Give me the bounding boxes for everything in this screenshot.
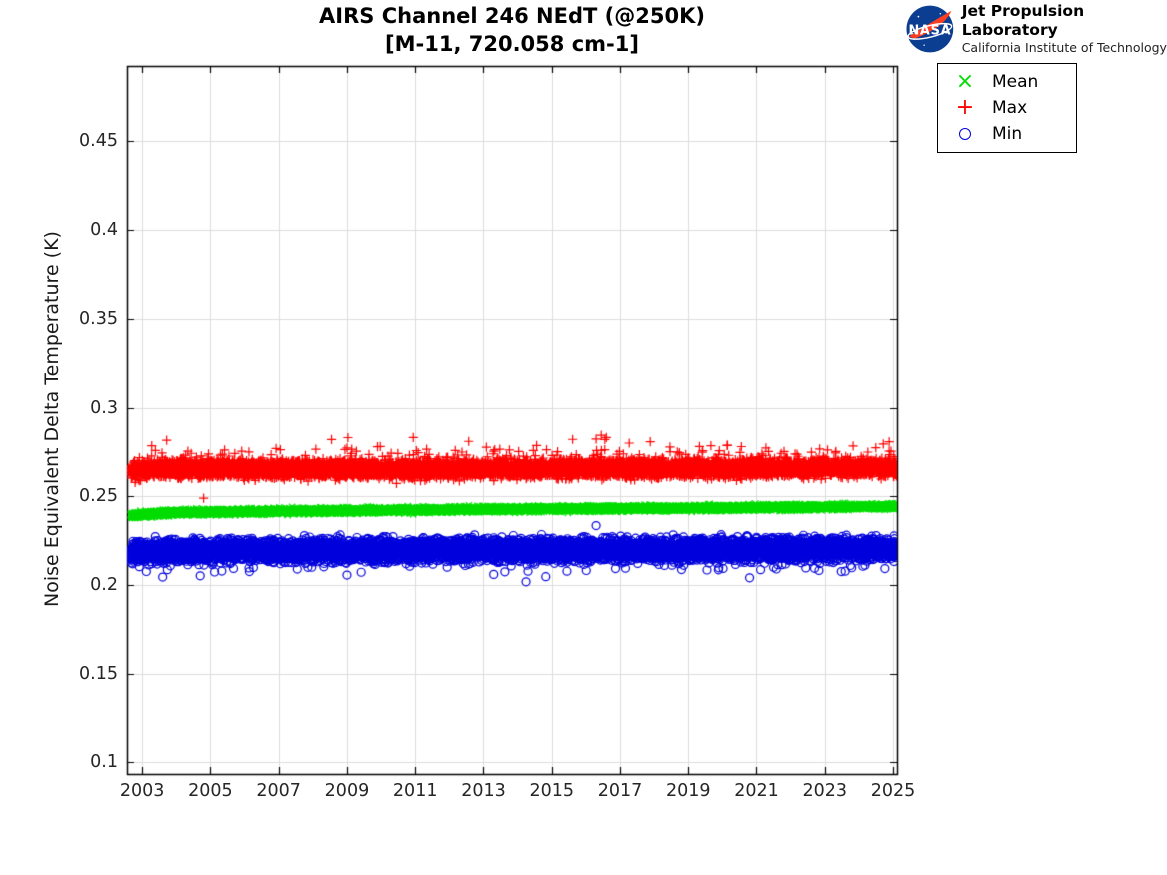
x-tick-label: 2019 xyxy=(665,781,711,801)
x-tick-label: 2021 xyxy=(734,781,779,801)
chart-subtitle: [M-11, 720.058 cm-1] xyxy=(385,32,639,56)
legend-label: Mean xyxy=(992,72,1039,92)
x-tick-label: 2013 xyxy=(461,781,506,801)
x-tick-label: 2007 xyxy=(256,781,301,801)
y-tick-label: 0.1 xyxy=(90,752,118,773)
jpl-branding: NASA Jet Propulsion Laboratory Californi… xyxy=(906,2,1167,56)
legend-marker-+-icon: + xyxy=(955,95,975,120)
jpl-text-block: Jet Propulsion Laboratory California Ins… xyxy=(962,2,1167,56)
legend-label: Min xyxy=(992,124,1023,144)
legend-marker-x-icon: × xyxy=(955,69,975,94)
x-tick-label: 2011 xyxy=(392,781,438,801)
y-tick-label: 0.25 xyxy=(79,486,118,507)
nasa-logo-icon: NASA xyxy=(906,5,954,53)
y-tick-label: 0.3 xyxy=(90,397,118,418)
legend: × Mean + Max Min xyxy=(937,63,1077,153)
jpl-name: Jet Propulsion Laboratory xyxy=(961,2,1085,39)
x-tick-label: 2005 xyxy=(188,781,233,801)
y-tick-label: 0.45 xyxy=(79,131,118,152)
x-tick-label: 2003 xyxy=(119,781,165,801)
x-tick-label: 2009 xyxy=(324,781,370,801)
y-tick-label: 0.4 xyxy=(90,220,118,241)
x-tick-label: 2017 xyxy=(597,781,643,801)
legend-marker-o-icon xyxy=(938,123,992,145)
x-tick-label: 2023 xyxy=(802,781,848,801)
caltech-name: California Institute of Technology xyxy=(961,40,1167,55)
y-tick-label: 0.35 xyxy=(79,308,118,329)
legend-label: Max xyxy=(992,98,1028,118)
chart-title: AIRS Channel 246 NEdT (@250K) xyxy=(319,4,705,28)
legend-item-max: + Max xyxy=(938,95,1076,121)
y-tick-label: 0.15 xyxy=(79,663,118,684)
x-tick-label: 2015 xyxy=(529,781,574,801)
x-tick-label: 2025 xyxy=(870,781,916,801)
legend-item-mean: × Mean xyxy=(938,69,1076,95)
title-block: AIRS Channel 246 NEdT (@250K) [M-11, 720… xyxy=(127,2,897,58)
y-tick-label: 0.2 xyxy=(90,575,118,596)
legend-item-min: Min xyxy=(938,121,1076,147)
y-axis-label: Noise Equivalent Delta Temperature (K) xyxy=(41,231,63,607)
